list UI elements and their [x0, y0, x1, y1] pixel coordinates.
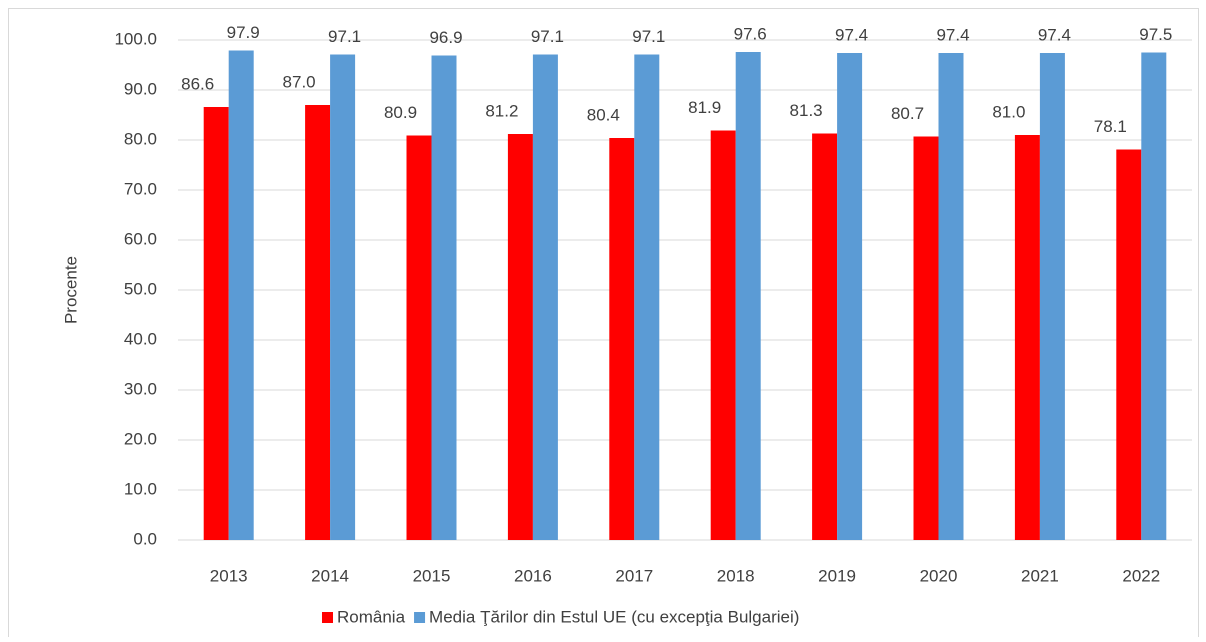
y-tick-label: 100.0 [114, 29, 157, 48]
y-tick-label: 80.0 [124, 129, 157, 148]
bar [228, 50, 254, 540]
y-tick-label: 10.0 [124, 479, 157, 498]
data-label: 97.6 [734, 24, 767, 43]
data-label: 81.3 [790, 101, 823, 120]
data-label: 81.9 [688, 98, 721, 117]
x-tick-label: 2022 [1122, 566, 1160, 585]
data-label: 97.1 [328, 27, 361, 46]
data-label: 97.9 [227, 23, 260, 42]
bar [532, 54, 558, 540]
bar [406, 135, 432, 540]
data-label: 97.1 [531, 27, 564, 46]
data-label: 80.4 [587, 105, 620, 124]
x-tick-label: 2021 [1021, 566, 1059, 585]
bar [735, 52, 761, 540]
x-tick-label: 2017 [615, 566, 653, 585]
y-tick-label: 0.0 [133, 529, 157, 548]
bar [710, 130, 736, 540]
x-tick-label: 2015 [413, 566, 451, 585]
bar [938, 53, 964, 540]
data-label: 80.7 [891, 104, 924, 123]
x-tick-label: 2013 [210, 566, 248, 585]
bar [609, 138, 635, 540]
bar [837, 53, 863, 540]
bar [1141, 52, 1167, 540]
y-axis-title: Procente [61, 256, 80, 324]
legend-swatch [322, 612, 333, 623]
y-tick-label: 30.0 [124, 379, 157, 398]
data-label: 97.4 [1038, 25, 1071, 44]
data-label: 81.2 [485, 101, 518, 120]
y-tick-label: 20.0 [124, 429, 157, 448]
legend-swatch [414, 612, 426, 623]
bar [1116, 149, 1142, 540]
bar [330, 54, 356, 540]
data-label: 81.0 [992, 102, 1025, 121]
data-label: 97.1 [632, 27, 665, 46]
y-tick-label: 60.0 [124, 229, 157, 248]
x-tick-label: 2016 [514, 566, 552, 585]
data-label: 97.4 [936, 25, 969, 44]
data-label: 86.6 [181, 74, 214, 93]
y-tick-label: 50.0 [124, 279, 157, 298]
data-label: 97.5 [1139, 25, 1172, 44]
bar [507, 134, 533, 540]
x-tick-label: 2019 [818, 566, 856, 585]
legend-label: România [337, 607, 406, 626]
bar [913, 136, 939, 540]
data-label: 96.9 [429, 28, 462, 47]
bar [203, 107, 229, 540]
x-tick-label: 2020 [920, 566, 958, 585]
x-tick-label: 2014 [311, 566, 349, 585]
bar [1039, 53, 1065, 540]
bar [305, 105, 331, 540]
bar [634, 54, 660, 540]
y-tick-label: 40.0 [124, 329, 157, 348]
data-label: 80.9 [384, 103, 417, 122]
y-tick-label: 70.0 [124, 179, 157, 198]
y-tick-label: 90.0 [124, 79, 157, 98]
bar [431, 55, 457, 540]
legend-label: Media Ţărilor din Estul UE (cu excepţia … [429, 607, 799, 626]
x-tick-label: 2018 [717, 566, 755, 585]
data-label: 78.1 [1094, 117, 1127, 136]
data-label: 97.4 [835, 25, 868, 44]
bar [812, 133, 838, 540]
data-label: 87.0 [283, 72, 316, 91]
bar [1014, 135, 1040, 540]
